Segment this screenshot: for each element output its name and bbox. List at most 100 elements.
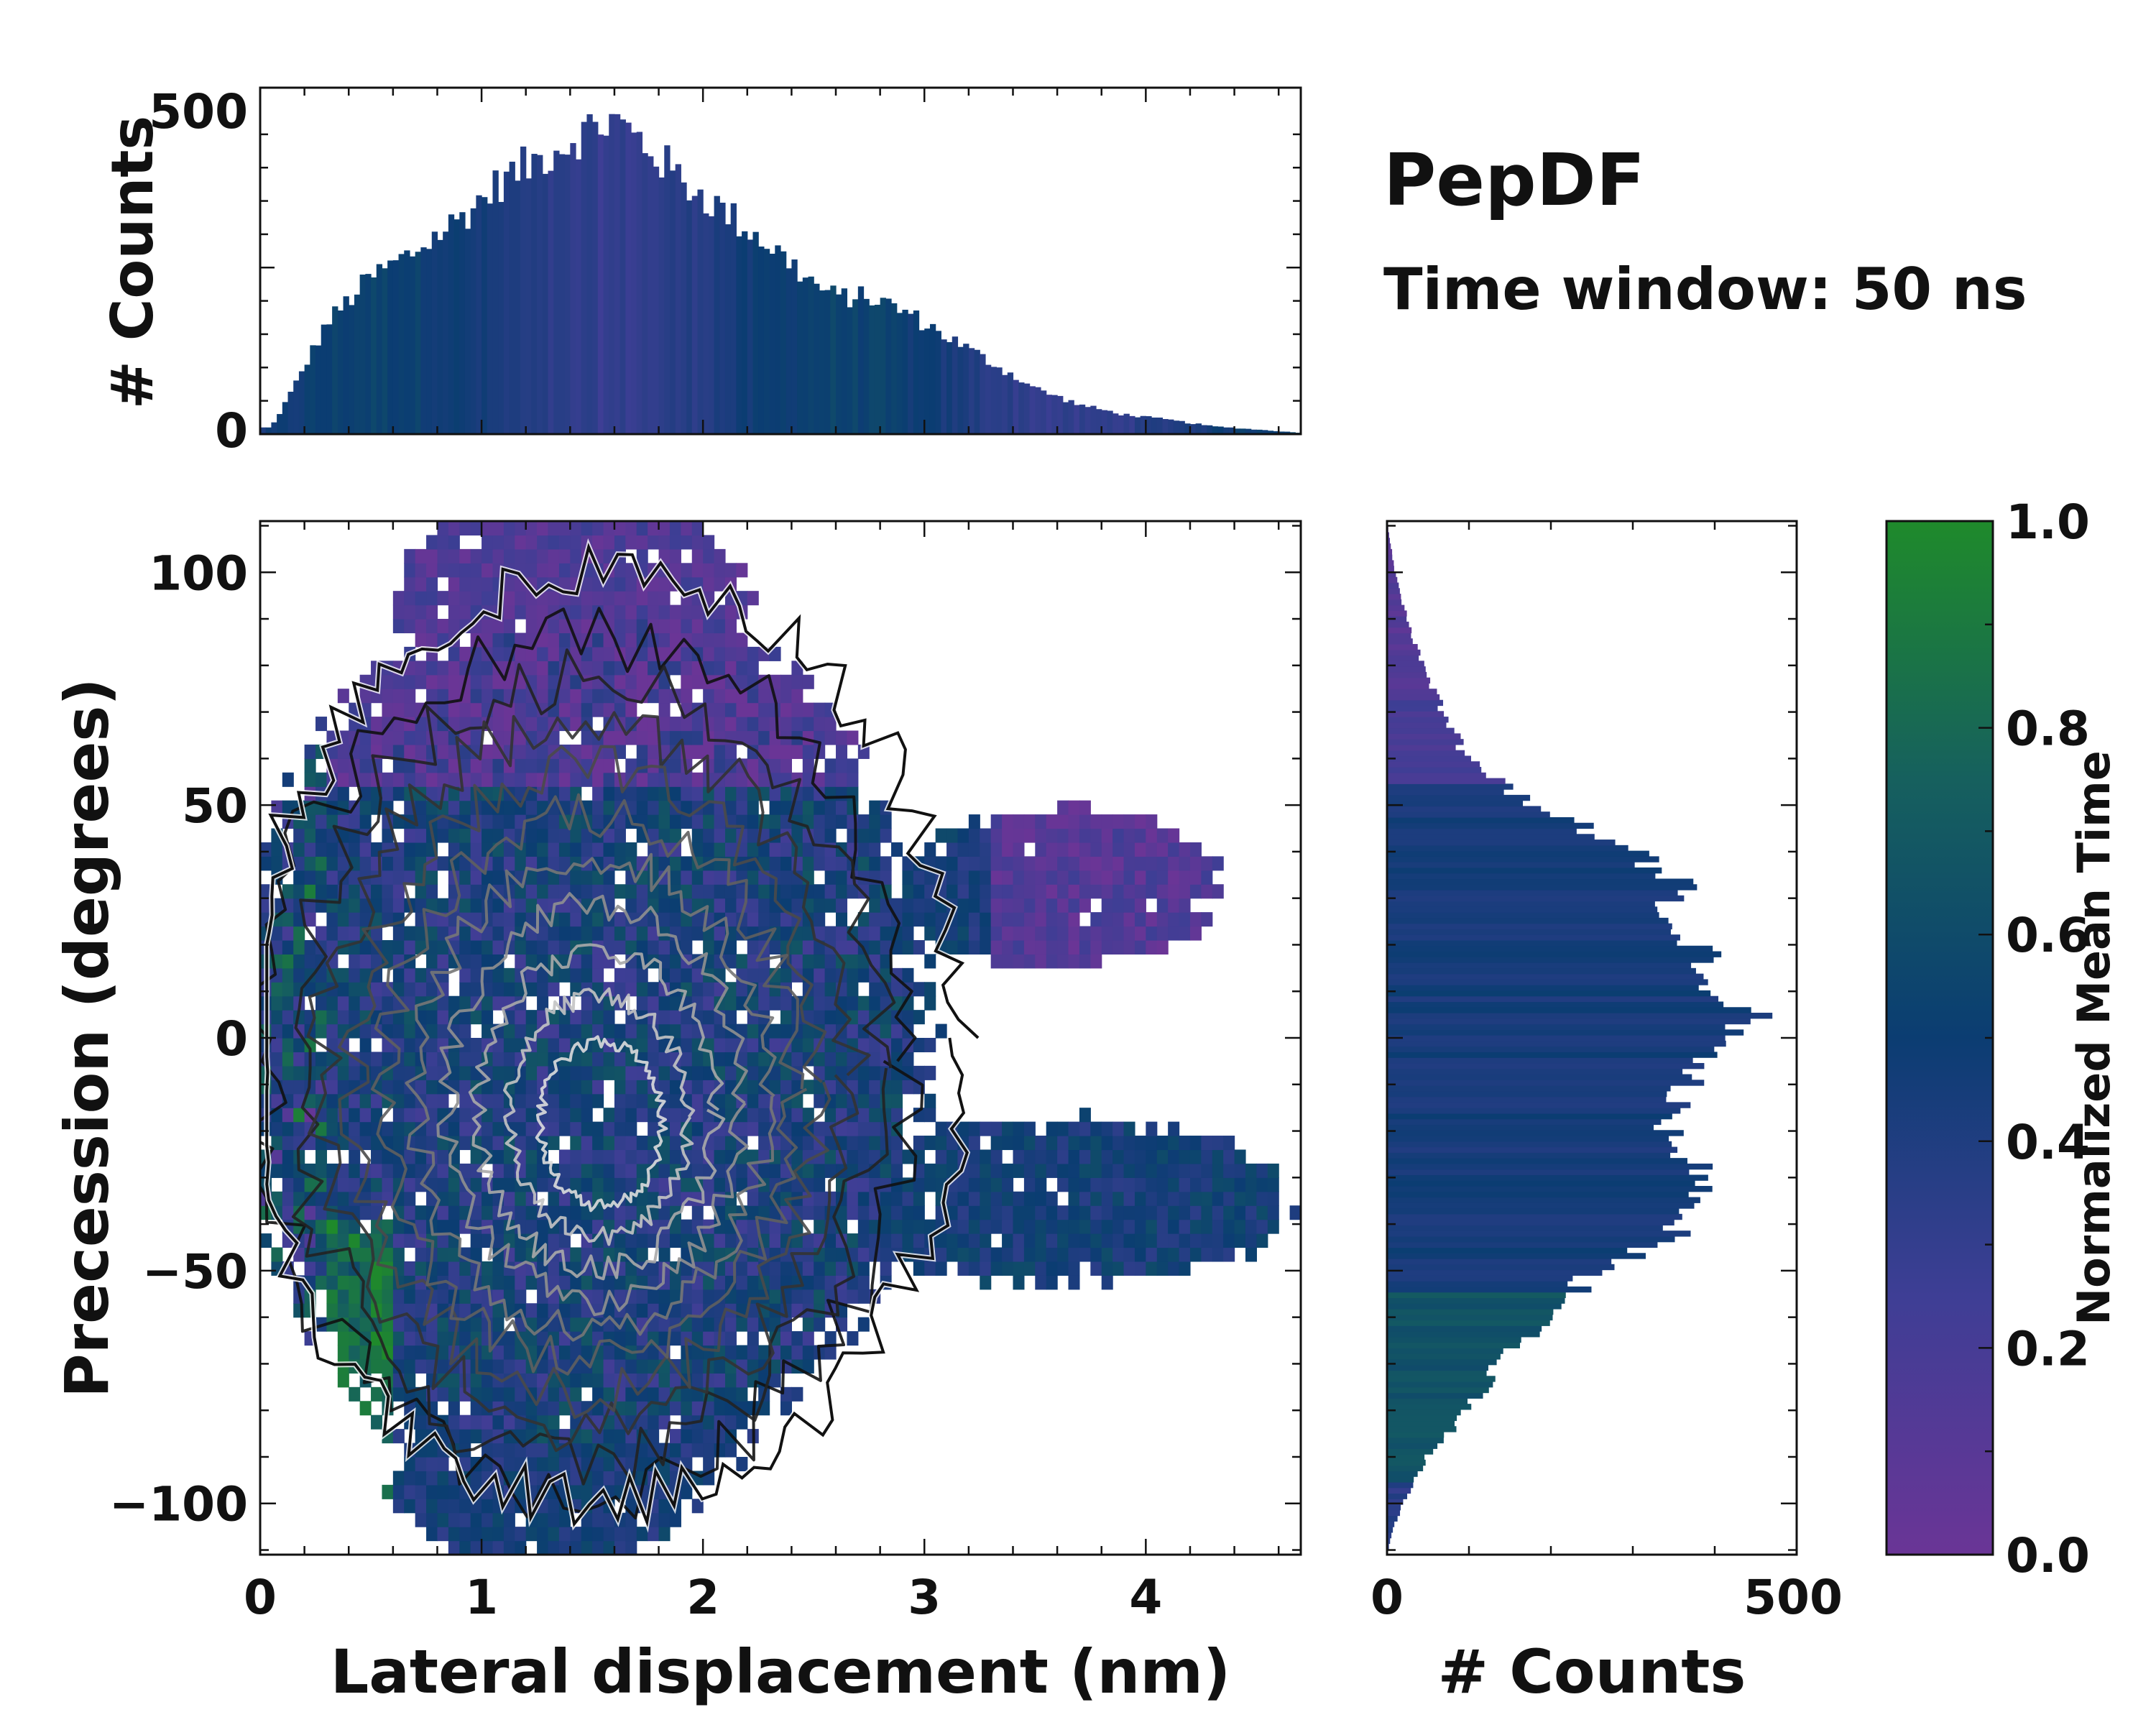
heatmap-cell bbox=[592, 619, 604, 634]
top-histogram-bar bbox=[686, 200, 693, 434]
heatmap-cell bbox=[603, 1275, 615, 1290]
heatmap-cell bbox=[1090, 828, 1102, 843]
heatmap-cell bbox=[592, 591, 604, 606]
heatmap-cell bbox=[304, 967, 316, 983]
heatmap-cell bbox=[1212, 1205, 1224, 1220]
heatmap-cell bbox=[724, 912, 737, 927]
heatmap-cell bbox=[724, 1136, 737, 1151]
heatmap-cell bbox=[515, 1038, 527, 1053]
heatmap-cell bbox=[714, 1177, 726, 1192]
heatmap-cell bbox=[957, 828, 969, 843]
heatmap-cell bbox=[669, 604, 681, 620]
side-histogram-bar bbox=[1387, 822, 1594, 829]
heatmap-cell bbox=[1046, 898, 1058, 913]
heatmap-cell bbox=[570, 563, 582, 578]
heatmap-cell bbox=[371, 1345, 383, 1360]
heatmap-cell bbox=[271, 800, 283, 815]
heatmap-cell bbox=[791, 1205, 803, 1220]
heatmap-cell bbox=[548, 1093, 560, 1108]
heatmap-cell bbox=[1057, 926, 1069, 941]
heatmap-cell bbox=[669, 730, 681, 745]
heatmap-cell bbox=[880, 912, 892, 927]
heatmap-cell bbox=[426, 1024, 438, 1039]
heatmap-cell bbox=[836, 884, 848, 899]
colorbar-tick-label: 0.2 bbox=[2006, 1321, 2090, 1376]
heatmap-cell bbox=[415, 1499, 427, 1514]
heatmap-cell bbox=[1223, 1233, 1235, 1248]
heatmap-cell bbox=[714, 1052, 726, 1067]
heatmap-cell bbox=[990, 1205, 1003, 1220]
top-histogram-bar bbox=[1018, 382, 1025, 434]
heatmap-cell bbox=[681, 967, 693, 983]
top-histogram-bar bbox=[570, 143, 576, 434]
heatmap-cell bbox=[558, 926, 571, 941]
heatmap-cell bbox=[769, 758, 781, 773]
heatmap-cell bbox=[1035, 912, 1047, 927]
heatmap-cell bbox=[1256, 1233, 1268, 1248]
heatmap-cell bbox=[371, 1358, 383, 1374]
heatmap-cell bbox=[558, 828, 571, 843]
top-histogram-bar bbox=[387, 260, 394, 434]
heatmap-cell bbox=[769, 842, 781, 857]
heatmap-cell bbox=[1146, 842, 1158, 857]
heatmap-cell bbox=[558, 1191, 571, 1206]
heatmap-cell bbox=[525, 619, 538, 634]
side-histogram-bar bbox=[1387, 733, 1461, 740]
heatmap-cell bbox=[1079, 1163, 1091, 1178]
heatmap-cell bbox=[1112, 842, 1125, 857]
top-histogram-bar bbox=[298, 371, 305, 434]
heatmap-cell bbox=[891, 1038, 903, 1053]
heatmap-cell bbox=[503, 576, 515, 592]
heatmap-cell bbox=[470, 1429, 482, 1444]
heatmap-cell bbox=[315, 856, 328, 871]
heatmap-cell bbox=[714, 744, 726, 759]
heatmap-cell bbox=[1112, 898, 1125, 913]
side-histogram-bar bbox=[1387, 1314, 1553, 1321]
heatmap-cell bbox=[1068, 1247, 1080, 1262]
heatmap-cell bbox=[293, 1038, 305, 1053]
top-histogram-bar bbox=[714, 196, 720, 434]
top-histogram-bar bbox=[996, 367, 1003, 434]
heatmap-cell bbox=[492, 1303, 505, 1318]
heatmap-cell bbox=[625, 1038, 637, 1053]
heatmap-cell bbox=[691, 1093, 704, 1108]
heatmap-cell bbox=[415, 1275, 427, 1290]
heatmap-cell bbox=[415, 842, 427, 857]
heatmap-cell bbox=[802, 702, 814, 717]
heatmap-cell bbox=[426, 898, 438, 913]
heatmap-cell bbox=[304, 1205, 316, 1220]
heatmap-cell bbox=[791, 856, 803, 871]
heatmap-cell bbox=[426, 1010, 438, 1025]
heatmap-cell bbox=[625, 898, 637, 913]
figure-title: PepDF bbox=[1383, 138, 1645, 222]
heatmap-cell bbox=[902, 912, 914, 927]
heatmap-cell bbox=[548, 1512, 560, 1527]
heatmap-cell bbox=[404, 1191, 416, 1206]
heatmap-cell bbox=[570, 1080, 582, 1095]
heatmap-cell bbox=[470, 912, 482, 927]
side-histogram-bar bbox=[1387, 594, 1401, 600]
heatmap-cell bbox=[1035, 1275, 1047, 1290]
heatmap-cell bbox=[946, 1205, 959, 1220]
heatmap-cell bbox=[824, 1065, 837, 1080]
heatmap-cell bbox=[747, 1121, 759, 1136]
heatmap-cell bbox=[1201, 1205, 1213, 1220]
heatmap-cell bbox=[603, 604, 615, 620]
heatmap-cell bbox=[1156, 856, 1169, 871]
heatmap-cell bbox=[392, 772, 405, 787]
heatmap-cell bbox=[1046, 842, 1058, 857]
side-histogram-bar bbox=[1387, 1370, 1487, 1376]
heatmap-cell bbox=[924, 1093, 936, 1108]
side-histogram-bar bbox=[1387, 1018, 1751, 1025]
heatmap-cell bbox=[924, 1038, 936, 1053]
heatmap-cell bbox=[271, 939, 283, 955]
heatmap-cell bbox=[470, 591, 482, 606]
heatmap-cell bbox=[470, 1163, 482, 1178]
heatmap-cell bbox=[359, 786, 372, 801]
heatmap-cell bbox=[1046, 1261, 1058, 1276]
top-histogram-bar bbox=[376, 264, 383, 434]
heatmap-cell bbox=[1201, 870, 1213, 885]
heatmap-cell bbox=[791, 939, 803, 955]
heatmap-cell bbox=[1267, 1177, 1279, 1192]
heatmap-cell bbox=[703, 1275, 715, 1290]
